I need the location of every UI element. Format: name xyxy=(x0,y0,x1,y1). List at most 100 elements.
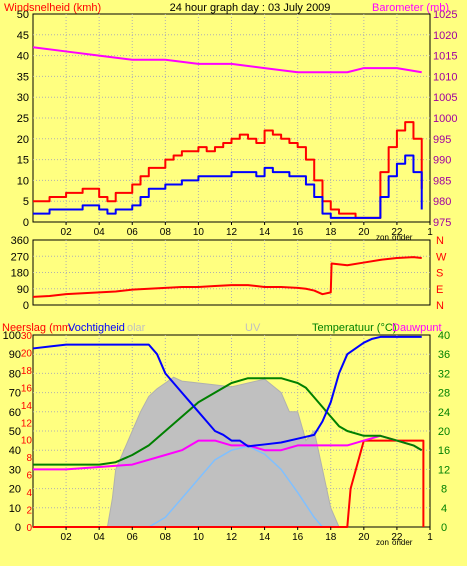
wind-x-tick-label: 18 xyxy=(325,227,337,238)
rain-y-tick-label: 6 xyxy=(26,471,32,482)
humidity-axis-title: Vochtigheid xyxy=(68,322,125,334)
rain-y-tick-label: 12 xyxy=(21,418,33,429)
wind-y-tick-label: 30 xyxy=(17,92,29,104)
weather-x-tick-label: 22 xyxy=(391,532,403,543)
rain-y-tick-label: 8 xyxy=(26,453,32,464)
wind-y-tick-label: 25 xyxy=(17,113,29,125)
wind-y-tick-label: 40 xyxy=(17,51,29,63)
wind-x-tick-label: 02 xyxy=(61,227,73,238)
rain-y-tick-label: 16 xyxy=(21,383,33,394)
barometer-y-tick-label: 1020 xyxy=(433,30,457,42)
temperature-y-tick-label: 28 xyxy=(438,388,450,400)
wind-y-tick-label: 15 xyxy=(17,155,29,167)
barometer-y-tick-label: 1005 xyxy=(433,92,457,104)
temperature-y-tick-label: 20 xyxy=(438,426,450,438)
humidity-y-tick-label: 90 xyxy=(9,349,21,361)
humidity-y-tick-label: 10 xyxy=(9,503,21,515)
rain-y-tick-label: 2 xyxy=(26,506,32,517)
temperature-y-tick-label: 12 xyxy=(438,464,450,476)
compass-label: W xyxy=(436,251,447,263)
barometer-y-tick-label: 990 xyxy=(433,155,451,167)
weather-x-tick-label: 1 xyxy=(427,532,433,543)
direction-y-tick-label: 0 xyxy=(23,300,29,312)
barometer-y-tick-label: 1015 xyxy=(433,51,457,63)
rain-y-tick-label: 10 xyxy=(21,436,33,447)
barometer-y-tick-label: 1025 xyxy=(433,9,457,21)
wind-y-tick-label: 20 xyxy=(17,134,29,146)
weather-x-tick-label: 18 xyxy=(325,532,337,543)
humidity-y-tick-label: 100 xyxy=(3,330,21,342)
wind-x-tick-label: 14 xyxy=(259,227,271,238)
temperature-y-tick-label: 4 xyxy=(441,503,447,515)
barometer-y-tick-label: 995 xyxy=(433,134,451,146)
wind-y-tick-label: 10 xyxy=(17,175,29,187)
rain-y-tick-label: 0 xyxy=(26,523,32,534)
direction-y-tick-label: 90 xyxy=(17,284,29,296)
direction-y-tick-label: 270 xyxy=(11,251,29,263)
barometer-y-tick-label: 1000 xyxy=(433,113,457,125)
wind-x-tick-label: 08 xyxy=(160,227,172,238)
weather-x-tick-label: 14 xyxy=(259,532,271,543)
wind-x-tick-label: 04 xyxy=(94,227,106,238)
wind-x-tick-label: 06 xyxy=(127,227,139,238)
barometer-y-tick-label: 975 xyxy=(433,217,451,229)
temperature-y-tick-label: 0 xyxy=(441,522,447,534)
compass-label: N xyxy=(436,235,444,247)
rain-y-tick-label: 30 xyxy=(21,331,33,342)
rain-series-line xyxy=(33,439,425,528)
wind-x-tick-label: 12 xyxy=(226,227,238,238)
compass-label: E xyxy=(436,284,443,296)
barometer-series-line xyxy=(32,46,422,74)
humidity-y-tick-label: 0 xyxy=(15,522,21,534)
temperature-axis-title: Temperatuur (°C) xyxy=(312,322,396,334)
direction-y-tick-label: 180 xyxy=(11,268,29,280)
wind-y-tick-label: 45 xyxy=(17,30,29,42)
wind-x-tick-label: 10 xyxy=(193,227,205,238)
rain-y-tick-label: 18 xyxy=(21,366,33,377)
wind-x-tick-label: 20 xyxy=(358,227,370,238)
weather-x-tick-label: 12 xyxy=(226,532,238,543)
weather-x-tick-label: 04 xyxy=(94,532,106,543)
barometer-y-tick-label: 980 xyxy=(433,196,451,208)
rain-axis-title: Neerslag (mm xyxy=(2,322,71,334)
weather-x-tick-label: 20 xyxy=(358,532,370,543)
temperature-y-tick-label: 36 xyxy=(438,349,450,361)
wind-x-tick-label: 1 xyxy=(427,227,433,238)
chart-title: 24 hour graph day : 03 July 2009 xyxy=(170,2,331,14)
weather-x-tick-label: 02 xyxy=(61,532,73,543)
wind-y-tick-label: 35 xyxy=(17,71,29,83)
humidity-y-tick-label: 40 xyxy=(9,445,21,457)
wind-x-tick-label: 16 xyxy=(292,227,304,238)
weather-x-tick-label: 06 xyxy=(127,532,139,543)
weather-x-tick-label: 10 xyxy=(193,532,205,543)
barometer-y-tick-label: 1010 xyxy=(433,71,457,83)
temperature-y-tick-label: 24 xyxy=(438,407,450,419)
humidity-y-tick-label: 60 xyxy=(9,407,21,419)
wind-x-tick-label: 22 xyxy=(391,227,403,238)
solar-axis-title: olar xyxy=(127,322,146,334)
humidity-y-tick-label: 70 xyxy=(9,388,21,400)
solar-radiation-area xyxy=(33,376,340,528)
compass-label: N xyxy=(436,300,444,312)
wind-y-tick-label: 0 xyxy=(23,217,29,229)
uv-series-line xyxy=(148,445,324,528)
temperature-y-tick-label: 40 xyxy=(438,330,450,342)
temperature-series-line xyxy=(33,377,423,466)
humidity-y-tick-label: 50 xyxy=(9,426,21,438)
wind-average-series-line xyxy=(33,154,423,219)
compass-label: S xyxy=(436,268,443,280)
rain-y-tick-label: 20 xyxy=(21,348,33,359)
weather-x-tick-label: 16 xyxy=(292,532,304,543)
sunset-label-onder: onder xyxy=(392,233,413,242)
weather-x-tick-label: 08 xyxy=(160,532,172,543)
humidity-series-line xyxy=(32,335,422,448)
wind-axis-title: Windsnelheid (kmh) xyxy=(4,2,101,14)
rain-y-tick-label: 14 xyxy=(21,401,33,412)
barometer-y-tick-label: 985 xyxy=(433,175,451,187)
humidity-y-tick-label: 20 xyxy=(9,484,21,496)
humidity-y-tick-label: 80 xyxy=(9,368,21,380)
temperature-y-tick-label: 32 xyxy=(438,368,450,380)
dewpoint-axis-title: Dauwpunt xyxy=(392,322,442,334)
